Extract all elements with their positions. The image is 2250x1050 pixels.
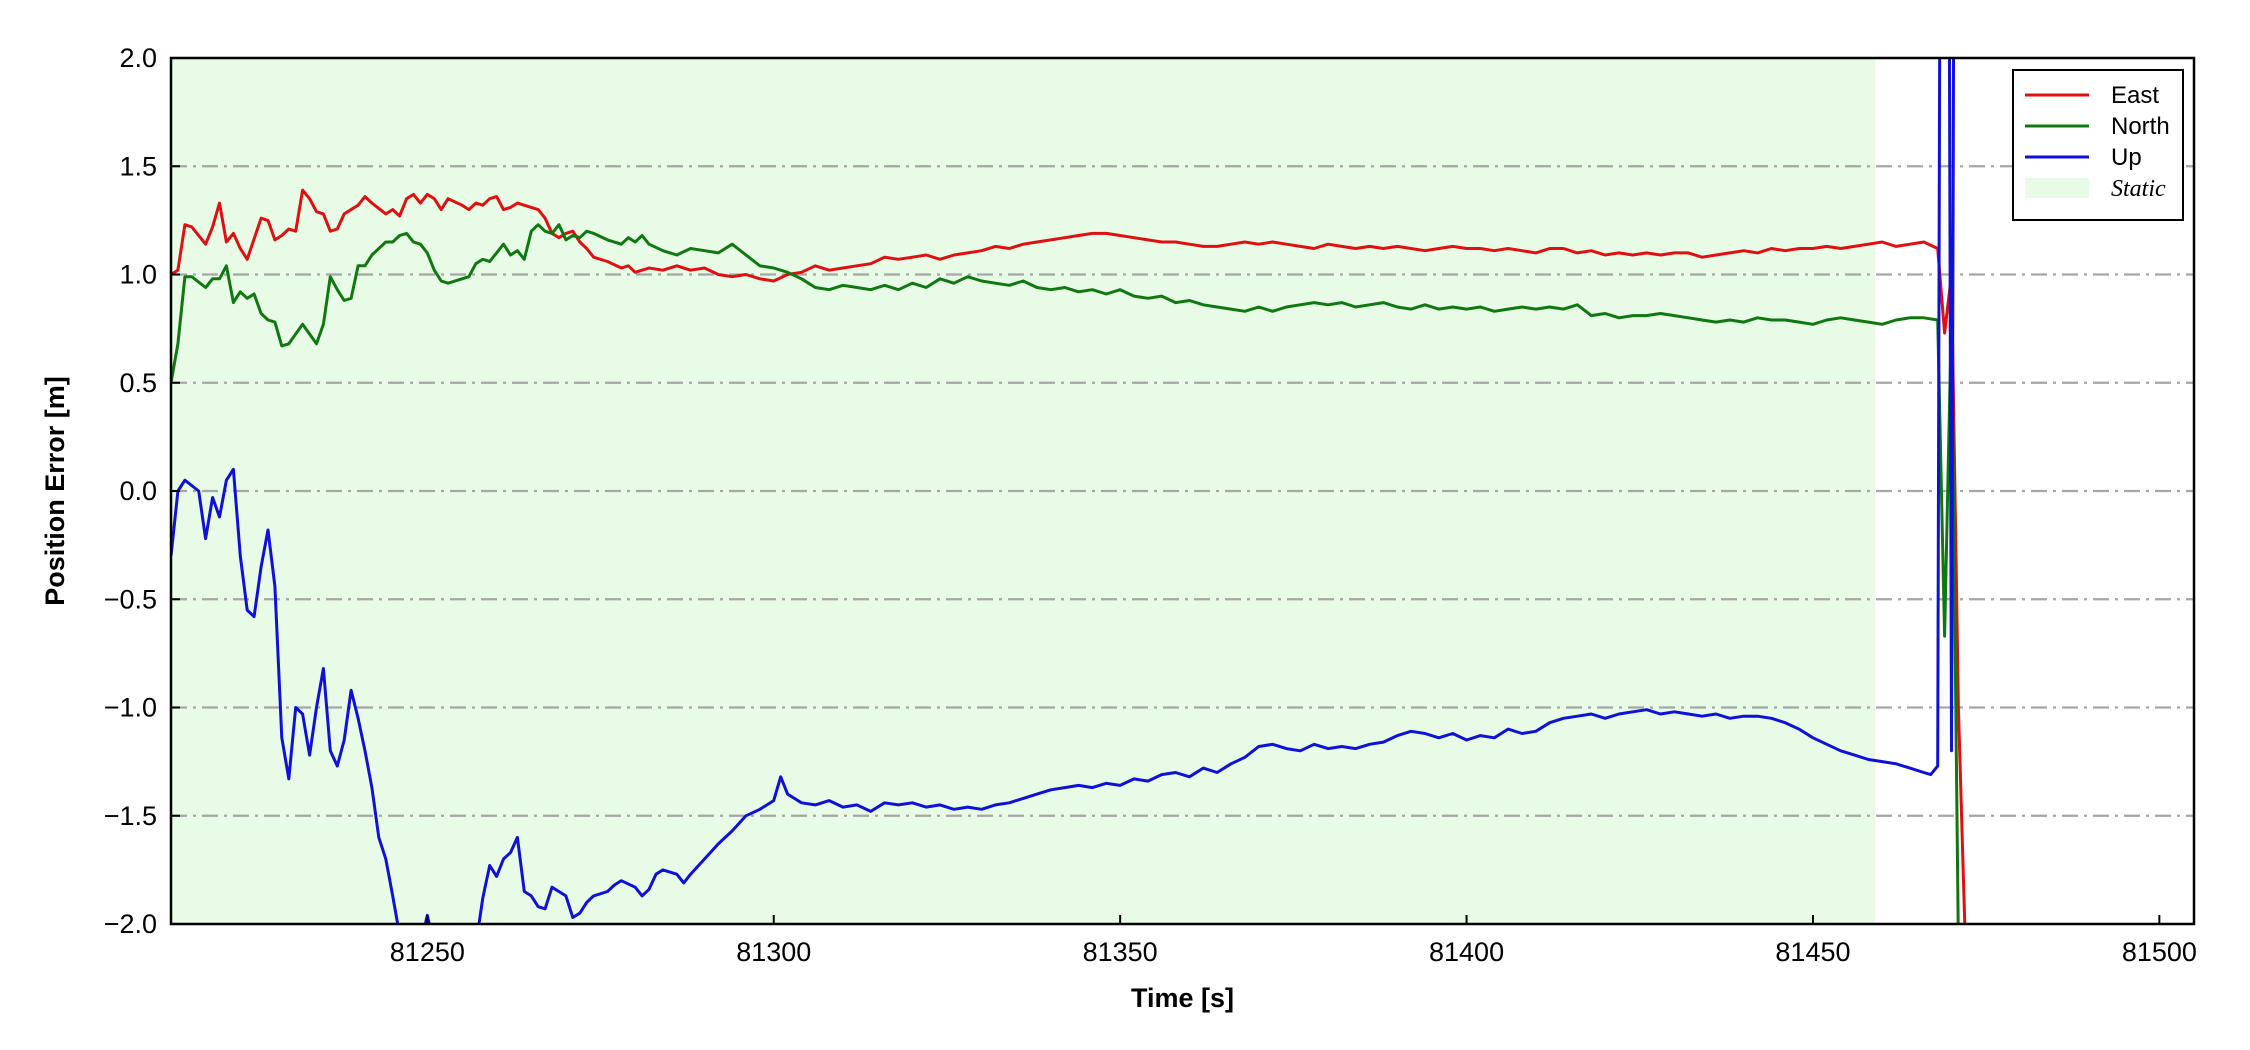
y-tick-label: −0.5 [104, 584, 157, 614]
ticks: 81250 81300 81350 81400 81450 81500 2.0 1.5 1.0 0… [104, 43, 2197, 967]
series-line-up [171, 58, 1956, 924]
y-tick-label: 2.0 [119, 43, 157, 73]
y-tick-label: 0.5 [119, 368, 157, 398]
series-layer [171, 58, 1967, 924]
x-tick-label: 81300 [736, 937, 811, 967]
x-tick-label: 81400 [1429, 937, 1504, 967]
y-tick-label: −1.0 [104, 693, 157, 723]
y-tick-label: 1.0 [119, 260, 157, 290]
y-tick-label: 0.0 [119, 476, 157, 506]
series-line-north [171, 223, 1960, 924]
y-tick-label: −1.5 [104, 801, 157, 831]
y-tick-label: −2.0 [104, 909, 157, 939]
series-line-east [171, 188, 1967, 924]
x-axis-label: Time [s] [1131, 983, 1234, 1013]
legend-label-north: North [2111, 113, 2170, 140]
x-tick-label: 81500 [2122, 937, 2197, 967]
y-tick-label: 1.5 [119, 151, 157, 181]
gridlines [171, 165, 2194, 817]
legend-label-up: Up [2111, 144, 2142, 171]
y-axis-label: Position Error [m] [40, 376, 70, 606]
legend-swatch-static [2025, 178, 2089, 198]
legend: East North Up Static [2012, 69, 2184, 221]
x-tick-label: 81450 [1775, 937, 1850, 967]
x-tick-label: 81350 [1083, 937, 1158, 967]
x-tick-label: 81250 [390, 937, 465, 967]
legend-label-east: East [2111, 82, 2159, 109]
legend-label-static: Static [2111, 176, 2166, 202]
